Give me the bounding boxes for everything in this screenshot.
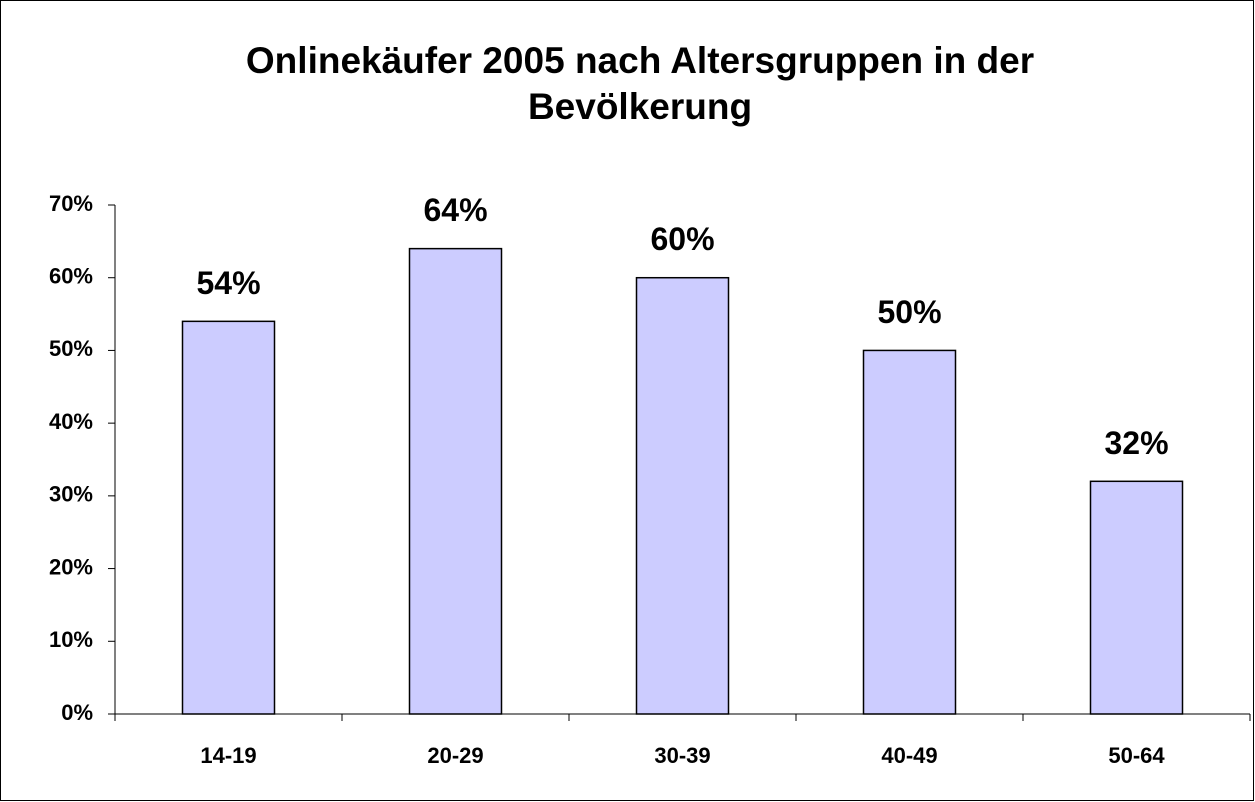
y-tick-label: 20% bbox=[49, 554, 93, 579]
x-tick-label: 20-29 bbox=[427, 743, 483, 768]
y-tick-label: 70% bbox=[49, 191, 93, 216]
x-tick-label: 50-64 bbox=[1108, 743, 1165, 768]
data-label: 32% bbox=[1104, 425, 1168, 461]
y-tick-label: 40% bbox=[49, 409, 93, 434]
x-tick-label: 40-49 bbox=[881, 743, 937, 768]
data-label: 50% bbox=[877, 294, 941, 330]
bar bbox=[408, 247, 503, 715]
data-label: 64% bbox=[423, 192, 487, 228]
bar bbox=[862, 349, 957, 715]
chart-title: Onlinekäufer 2005 nach Altersgruppen in … bbox=[245, 40, 1035, 127]
data-label: 60% bbox=[650, 221, 714, 257]
bar bbox=[635, 276, 730, 715]
y-tick-label: 10% bbox=[49, 627, 93, 652]
x-tick-label: 30-39 bbox=[654, 743, 710, 768]
y-tick-label: 30% bbox=[49, 482, 93, 507]
y-tick-label: 0% bbox=[61, 700, 93, 725]
data-label: 54% bbox=[196, 265, 260, 301]
bar bbox=[181, 320, 276, 715]
x-tick-label: 14-19 bbox=[200, 743, 256, 768]
y-tick-label: 60% bbox=[49, 264, 93, 289]
y-tick-label: 50% bbox=[49, 336, 93, 361]
bar bbox=[1089, 480, 1184, 715]
